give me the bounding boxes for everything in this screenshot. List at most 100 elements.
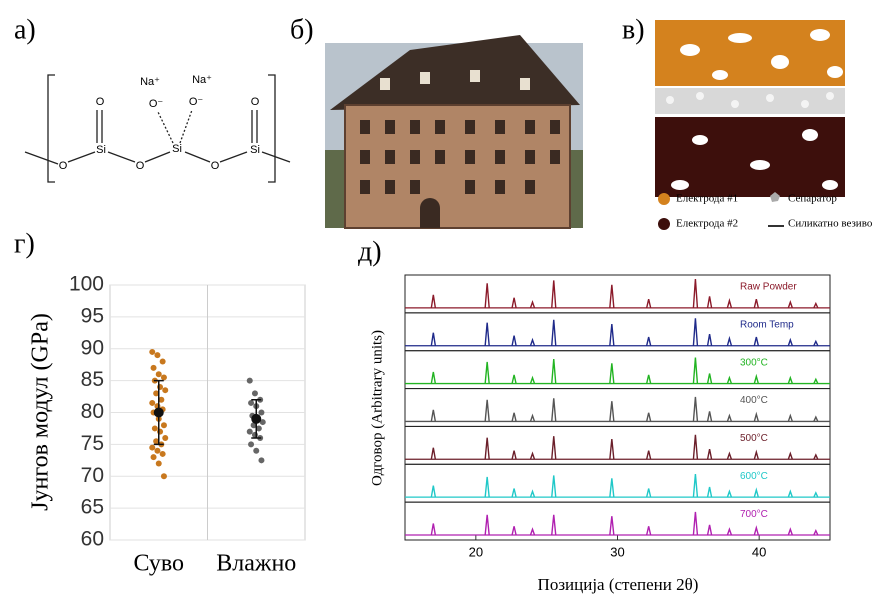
data-point <box>253 447 260 454</box>
peak <box>609 401 615 422</box>
y-axis-label: Јунгов модул (GPa) <box>28 313 54 511</box>
peak <box>609 478 615 498</box>
atom: Si <box>250 144 260 156</box>
peak <box>529 337 536 346</box>
electrode-diagram <box>655 20 845 230</box>
peak <box>726 413 733 422</box>
peak <box>645 526 652 536</box>
x-tick-label: Влажно <box>216 551 296 577</box>
peak <box>484 437 490 460</box>
building-photo <box>325 35 583 229</box>
y-tick-label: 65 <box>81 496 104 519</box>
atom: O <box>96 96 105 108</box>
series-label: 300°C <box>740 357 768 368</box>
data-point <box>149 444 156 451</box>
panel-label: а) <box>14 14 36 45</box>
peak <box>430 332 437 346</box>
y-tick-label: 60 <box>81 528 104 551</box>
peak <box>787 489 793 498</box>
data-point <box>149 399 156 406</box>
mean-marker <box>251 413 262 424</box>
legend-label: Електрода #2 <box>676 218 738 230</box>
series-label: Raw Powder <box>740 282 797 293</box>
peak <box>753 525 760 536</box>
peak <box>529 299 536 309</box>
data-point <box>157 384 164 390</box>
panel-label: г) <box>14 228 35 259</box>
peak <box>706 373 713 384</box>
atom: Na⁺ <box>192 74 212 86</box>
peak <box>726 527 733 536</box>
data-point <box>153 438 160 445</box>
peak <box>529 375 536 384</box>
series-label: 600°C <box>740 471 768 482</box>
peak <box>645 412 652 422</box>
peak <box>787 337 793 346</box>
peak <box>551 358 557 384</box>
peak <box>692 318 699 346</box>
peak <box>430 409 437 422</box>
panel-label: в) <box>622 14 645 45</box>
peak <box>484 399 490 422</box>
data-point <box>157 428 164 435</box>
data-point <box>151 425 158 432</box>
peak <box>706 334 713 346</box>
data-point <box>258 457 265 464</box>
legend-label: Силикатно везиво <box>788 218 873 230</box>
y-tick-label: 80 <box>81 400 104 423</box>
peak <box>753 487 760 498</box>
data-point <box>149 348 156 355</box>
data-point <box>162 387 169 394</box>
data-point <box>160 473 167 480</box>
peak <box>692 396 699 422</box>
peak <box>753 336 760 346</box>
mean-marker <box>153 407 164 418</box>
peak <box>692 434 699 460</box>
x-tick-label: 40 <box>752 544 766 559</box>
series-label: Room Temp <box>740 319 794 330</box>
peak <box>753 411 760 422</box>
atom: Na⁺ <box>140 76 160 88</box>
peak <box>511 374 517 384</box>
peak <box>430 294 437 308</box>
data-point <box>159 450 166 457</box>
legend-label: Сепаратор <box>788 193 837 205</box>
data-point <box>248 441 255 448</box>
atom: O <box>59 160 68 172</box>
peak <box>511 488 517 498</box>
peak <box>813 491 819 498</box>
data-point <box>155 371 162 378</box>
peak <box>813 453 819 460</box>
data-point <box>259 419 266 426</box>
y-tick-label: 100 <box>69 273 104 296</box>
peak <box>787 451 793 460</box>
peak <box>813 339 819 347</box>
series-label: 700°C <box>740 509 768 520</box>
data-point <box>158 396 165 403</box>
series-label: 500°C <box>740 433 768 444</box>
peak <box>692 511 699 536</box>
peak <box>645 336 652 346</box>
data-point <box>258 409 265 416</box>
strip-frame <box>404 501 831 541</box>
peak <box>787 527 793 536</box>
legend-label: Електрода #1 <box>676 193 738 205</box>
y-tick-label: 95 <box>81 304 104 327</box>
peak <box>511 297 517 308</box>
data-point <box>160 422 167 429</box>
peak <box>813 529 819 536</box>
data-point <box>150 364 157 371</box>
peak <box>787 375 793 384</box>
data-point <box>154 447 161 454</box>
peak <box>726 375 733 384</box>
data-point <box>251 431 258 438</box>
peak <box>430 485 437 498</box>
data-point <box>251 390 258 397</box>
panel-label: б) <box>290 14 314 45</box>
peak <box>813 377 819 384</box>
peak <box>484 476 490 498</box>
peak <box>484 361 490 384</box>
peak <box>430 371 437 384</box>
peak <box>645 374 652 384</box>
atom: Si <box>96 144 106 156</box>
